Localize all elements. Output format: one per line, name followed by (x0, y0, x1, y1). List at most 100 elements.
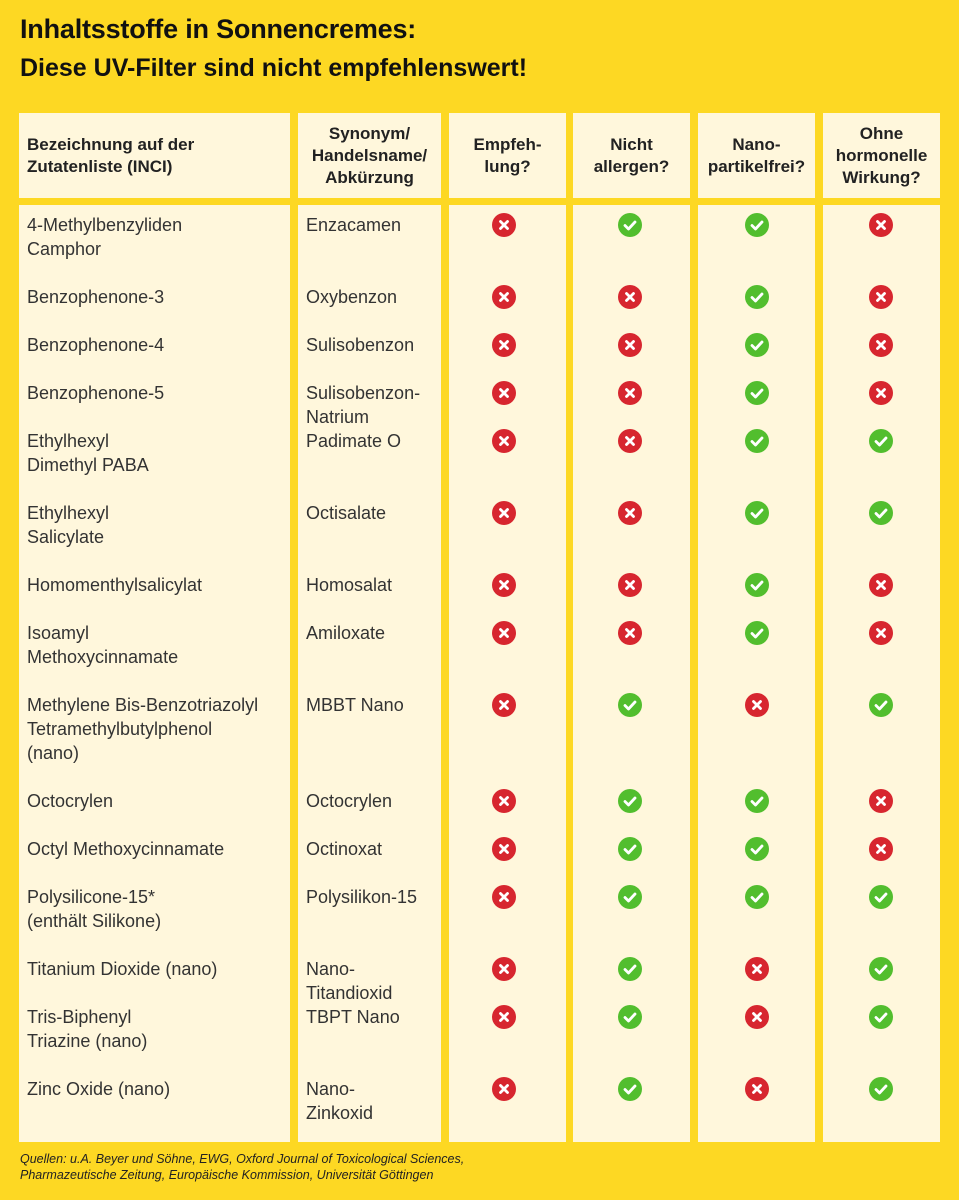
column-nano (698, 205, 815, 1142)
synonym-name: Octinoxat (306, 839, 383, 859)
cross-icon (492, 957, 516, 981)
cross-icon (618, 285, 642, 309)
inci-name: Benzophenone-3 (27, 287, 165, 307)
synonym-name: Enzacamen (306, 215, 402, 235)
cross-icon (869, 285, 893, 309)
synonym-name: Homosalat (306, 575, 393, 595)
header-nano: Nano- partikelfrei? (698, 113, 815, 198)
inci-name: Octyl Methoxycinnamate (27, 839, 225, 859)
check-icon (745, 573, 769, 597)
cross-icon (492, 837, 516, 861)
check-icon (869, 1005, 893, 1029)
column-inci (19, 205, 290, 1142)
inci-name: Zinc Oxide (nano) (27, 1079, 171, 1099)
cross-icon (618, 621, 642, 645)
cross-icon (618, 501, 642, 525)
cross-icon (492, 621, 516, 645)
synonym-name: Padimate O (306, 431, 402, 451)
cross-icon (492, 333, 516, 357)
synonym-name: Polysilikon-15 (306, 887, 418, 907)
check-icon (618, 957, 642, 981)
cross-icon (745, 1005, 769, 1029)
column-allergen (573, 205, 690, 1142)
inci-name: Ethylhexyl Salicylate (27, 503, 110, 547)
inci-name: Methylene Bis-Benzotriazolyl Tetramethyl… (27, 695, 259, 763)
cross-icon (492, 693, 516, 717)
cross-icon (869, 333, 893, 357)
cross-icon (492, 285, 516, 309)
cross-icon (869, 789, 893, 813)
header-allergen-label: Nicht allergen? (593, 134, 670, 176)
cross-icon (492, 789, 516, 813)
check-icon (745, 837, 769, 861)
header-hormon: Ohne hormonelle Wirkung? (823, 113, 940, 198)
inci-name: Benzophenone-4 (27, 335, 165, 355)
cross-icon (869, 213, 893, 237)
check-icon (618, 1077, 642, 1101)
header-synonym: Synonym/ Handelsname/ Abkürzung (298, 113, 441, 198)
check-icon (869, 693, 893, 717)
inci-name: Benzophenone-5 (27, 383, 165, 403)
synonym-name: Amiloxate (306, 623, 386, 643)
check-icon (618, 885, 642, 909)
header-empfehlung: Empfeh- lung? (449, 113, 566, 198)
inci-name: Octocrylen (27, 791, 114, 811)
check-icon (869, 885, 893, 909)
cross-icon (618, 333, 642, 357)
check-icon (618, 213, 642, 237)
cross-icon (745, 693, 769, 717)
synonym-name: TBPT Nano (306, 1007, 400, 1027)
check-icon (745, 285, 769, 309)
cross-icon (745, 957, 769, 981)
cross-icon (492, 213, 516, 237)
sources-footer: Quellen: u.A. Beyer und Söhne, EWG, Oxfo… (20, 1152, 465, 1182)
check-icon (869, 501, 893, 525)
cross-icon (618, 381, 642, 405)
cross-icon (492, 501, 516, 525)
cross-icon (492, 573, 516, 597)
check-icon (869, 957, 893, 981)
cross-icon (492, 885, 516, 909)
synonym-name: MBBT Nano (306, 695, 404, 715)
cross-icon (745, 1077, 769, 1101)
header-inci: Bezeichnung auf der Zutatenliste (INCI) (19, 113, 290, 198)
cross-icon (492, 381, 516, 405)
column-empfehlung (449, 205, 566, 1142)
inci-name: Ethylhexyl Dimethyl PABA (27, 431, 149, 475)
cross-icon (492, 1077, 516, 1101)
synonym-name: Oxybenzon (306, 287, 398, 307)
check-icon (745, 501, 769, 525)
header-empfehlung-label: Empfeh- lung? (473, 134, 542, 176)
check-icon (618, 837, 642, 861)
check-icon (745, 885, 769, 909)
inci-name: 4-Methylbenzyliden Camphor (27, 215, 183, 259)
check-icon (869, 429, 893, 453)
header-allergen: Nicht allergen? (573, 113, 690, 198)
check-icon (618, 789, 642, 813)
cross-icon (869, 381, 893, 405)
page-title: Inhaltsstoffe in Sonnencremes: (20, 14, 417, 44)
header-nano-label: Nano- partikelfrei? (707, 134, 806, 176)
check-icon (745, 213, 769, 237)
check-icon (745, 621, 769, 645)
synonym-name: Octocrylen (306, 791, 393, 811)
cross-icon (869, 837, 893, 861)
check-icon (745, 333, 769, 357)
column-hormon (823, 205, 940, 1142)
check-icon (745, 789, 769, 813)
header-inci-label: Bezeichnung auf der Zutatenliste (INCI) (27, 134, 195, 176)
check-icon (745, 429, 769, 453)
synonym-name: Octisalate (306, 503, 387, 523)
cross-icon (492, 429, 516, 453)
synonym-name: Sulisobenzon- Natrium (306, 383, 421, 427)
check-icon (745, 381, 769, 405)
synonym-name: Nano- Zinkoxid (306, 1079, 374, 1123)
header-hormon-label: Ohne hormonelle Wirkung? (835, 123, 928, 187)
cross-icon (618, 429, 642, 453)
inci-name: Polysilicone-15* (enthält Silikone) (27, 887, 162, 931)
page-subtitle: Diese UV-Filter sind nicht empfehlenswer… (20, 54, 528, 82)
inci-name: Isoamyl Methoxycinnamate (27, 623, 179, 667)
cross-icon (492, 1005, 516, 1029)
synonym-name: Nano- Titandioxid (306, 959, 393, 1003)
header-synonym-label: Synonym/ Handelsname/ Abkürzung (311, 123, 428, 187)
